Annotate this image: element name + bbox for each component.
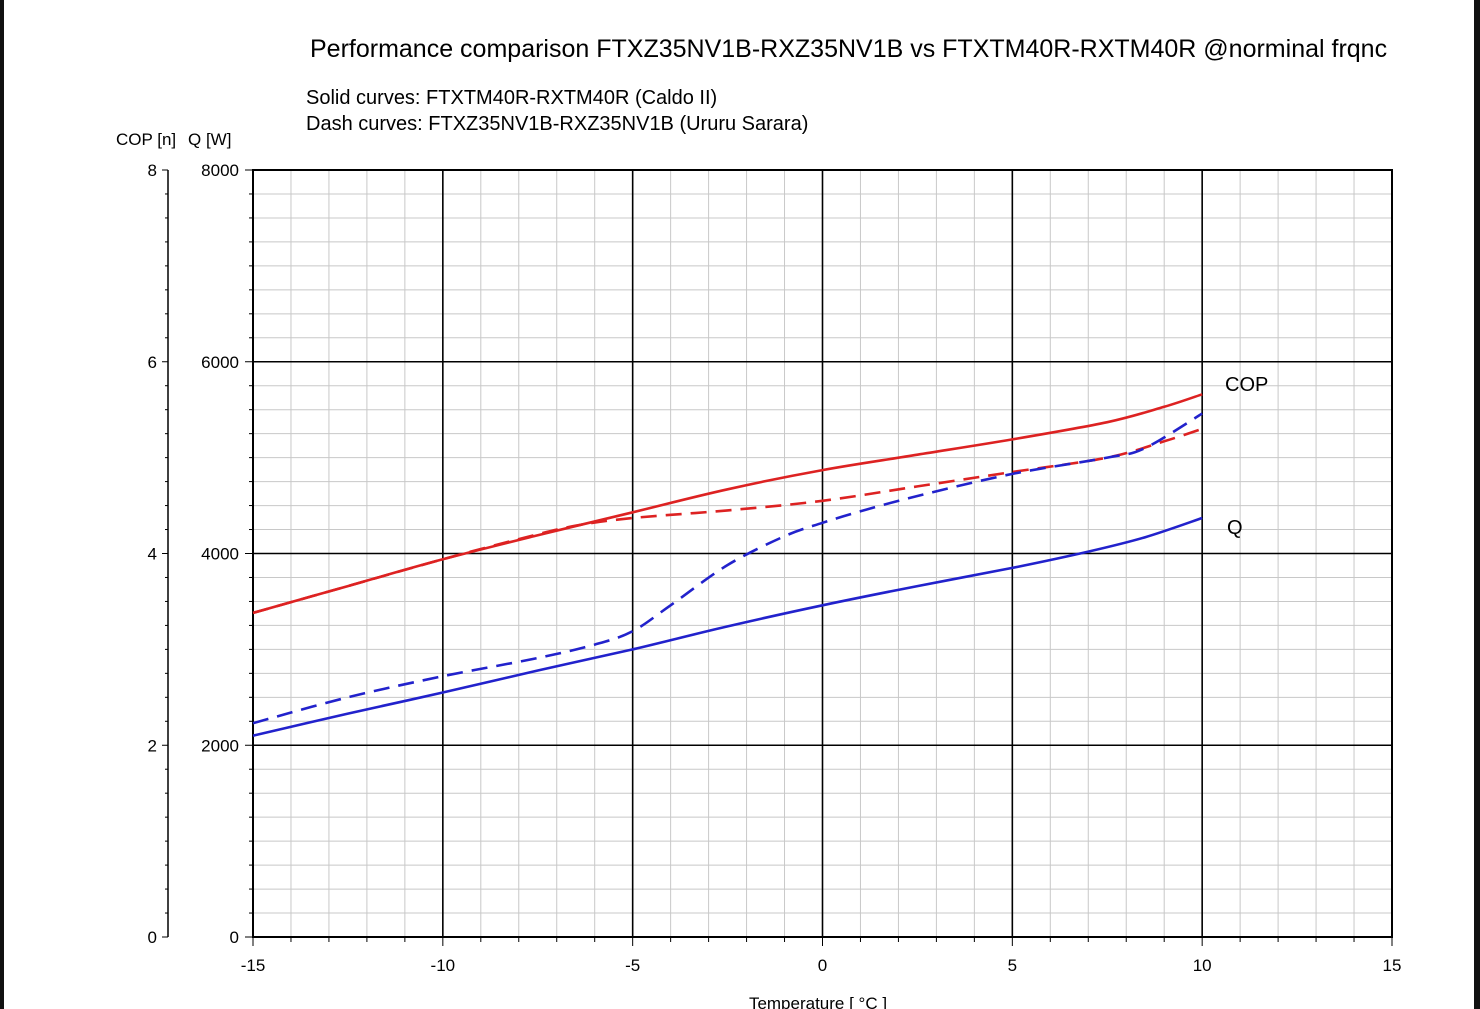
q-tick-label: 8000 bbox=[201, 161, 239, 180]
chart-title: Performance comparison FTXZ35NV1B-RXZ35N… bbox=[310, 35, 1387, 63]
screen-edge-left bbox=[0, 0, 4, 1009]
q-axis-label: Q [W] bbox=[188, 130, 231, 149]
x-tick-label: 15 bbox=[1383, 956, 1402, 975]
cop-curve-label: COP bbox=[1225, 374, 1268, 396]
screen-edge-right bbox=[1474, 0, 1480, 1009]
q-tick-label: 4000 bbox=[201, 545, 239, 564]
x-tick-label: -15 bbox=[241, 956, 266, 975]
major-gridlines bbox=[253, 170, 1392, 937]
q-dashed-series-line bbox=[252, 412, 1203, 725]
x-axis-title: Temperature [ °C ] bbox=[749, 994, 887, 1009]
cop-tick-label: 0 bbox=[148, 928, 157, 947]
q-curve-label: Q bbox=[1227, 517, 1243, 539]
series-layer bbox=[252, 393, 1203, 737]
cop-dashed-series-line bbox=[252, 427, 1203, 615]
x-tick-label: 5 bbox=[1008, 956, 1017, 975]
q-tick-label: 2000 bbox=[201, 736, 239, 755]
q-tick-label: 6000 bbox=[201, 353, 239, 372]
axes-layer: 0 2 4 6 8 0 2000 4000 6000 8000 -15 -10 -5 0 5 10 15 bbox=[148, 161, 1402, 975]
q-tick-label: 0 bbox=[230, 928, 239, 947]
cop-tick-label: 2 bbox=[148, 736, 157, 755]
x-tick-label: -10 bbox=[431, 956, 456, 975]
cop-axis-label: COP [n] bbox=[116, 130, 176, 149]
cop-solid-series-line bbox=[252, 393, 1203, 615]
subtitle-dash-curves: Dash curves: FTXZ35NV1B-RXZ35NV1B (Ururu… bbox=[306, 113, 808, 135]
cop-tick-label: 4 bbox=[148, 545, 157, 564]
subtitle-solid-curves: Solid curves: FTXTM40R-RXTM40R (Caldo II… bbox=[306, 87, 717, 109]
cop-tick-label: 8 bbox=[148, 161, 157, 180]
q-solid-series-line bbox=[252, 516, 1203, 737]
cop-tick-label: 6 bbox=[148, 353, 157, 372]
x-tick-label: 10 bbox=[1193, 956, 1212, 975]
x-tick-label: -5 bbox=[625, 956, 640, 975]
x-tick-label: 0 bbox=[818, 956, 827, 975]
